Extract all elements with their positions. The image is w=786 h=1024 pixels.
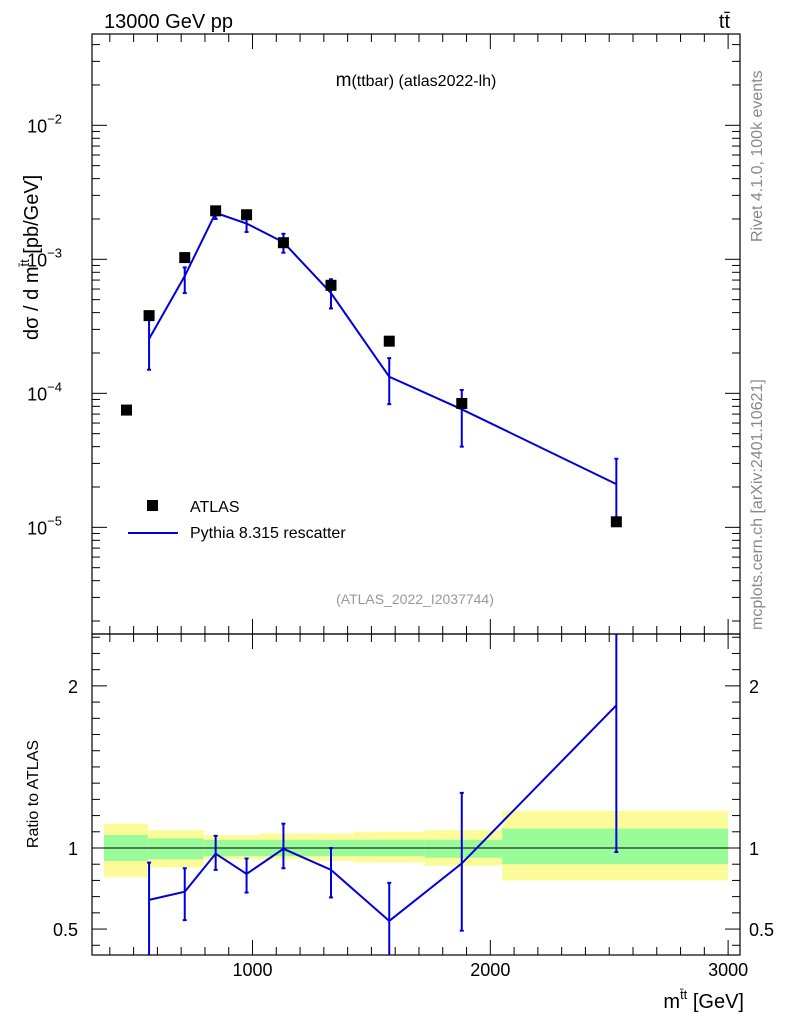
process-label-t: t [719,11,725,33]
main-data-layer [120,205,622,528]
atlas-data-point [277,237,289,249]
legend-atlas-marker [147,500,158,511]
main-y-tick-mantissa: 10 [27,518,47,538]
ratio-y-axis-label: Ratio to ATLAS [25,740,42,848]
main-y-tick-mantissa: 10 [27,116,47,136]
ratio-y-tick-label: 2 [68,677,78,697]
main-y-tick-label: 10−2 [27,111,62,136]
process-label: tt̄ [719,11,731,33]
analysis-watermark: (ATLAS_2022_I2037744) [336,591,494,607]
main-y-tick-exponent: −3 [47,245,62,260]
legend-atlas-label: ATLAS [190,499,240,516]
main-y-tick-label: 10−5 [27,513,62,538]
rivet-version-label: Rivet 4.1.0, 100k events [749,70,766,242]
main-y-tick-label: 10−3 [27,245,62,270]
x-axis-label-base: m [663,991,680,1013]
atlas-data-point [143,310,155,322]
mcplots-source-label: mcplots.cern.ch [arXiv:2401.10621] [749,379,766,630]
main-y-axis-label-unit: [pb/GeV] [21,175,43,260]
atlas-data-point [179,252,191,264]
ratio-plot-frame [91,633,741,956]
atlas-data-point [383,335,395,347]
x-tick-label: 2000 [470,960,510,980]
ratio-panel: 0.5 0.5 1 1 2 2 Ratio to ATLAS 1000 2000 3000 m… [25,34,774,1013]
main-y-axis-label-base: dσ / d m [21,267,43,340]
ratio-y-tick-label-right: 2 [749,677,759,697]
ratio-y-tick-label-right: 1 [749,839,759,859]
ratio-band-layer [103,810,729,881]
ratio-data-layer [147,634,619,955]
main-y-tick-mantissa: 10 [27,250,47,270]
main-y-ticks: 10−510−410−310−2 [27,44,740,622]
atlas-data-point [241,209,253,221]
plot-title-rest: (ttbar) (atlas2022-lh) [351,73,496,90]
process-label-tbar: t̄ [724,11,730,33]
x-axis-label-sup: t̄t [680,987,688,1002]
beam-energy-label: 13000 GeV pp [104,11,233,33]
main-y-tick-label: 10−4 [27,379,62,404]
ratio-y-ticks: 0.5 0.5 1 1 2 2 [53,636,774,946]
main-y-tick-exponent: −2 [47,111,62,126]
ratio-y-tick-label-right: 0.5 [749,920,774,940]
plot-title: m(ttbar) (atlas2022-lh) [336,70,497,91]
ratio-uncertainty-band-inner [147,838,204,860]
x-axis-label-unit: [GeV] [687,991,744,1013]
legend: ATLAS Pythia 8.315 rescatter [128,499,346,542]
main-y-axis-label: dσ / d mt̄t [pb/GeV] [17,175,43,340]
ratio-uncertainty-band-inner [424,839,503,858]
ratio-y-tick-label: 0.5 [53,920,78,940]
atlas-data-point [456,397,468,409]
main-y-tick-mantissa: 10 [27,384,47,404]
x-ticks: 1000 2000 3000 [109,34,748,980]
atlas-data-point [210,205,222,217]
atlas-data-point [120,404,132,416]
main-y-tick-exponent: −4 [47,379,62,394]
ratio-uncertainty-band-inner [502,828,729,865]
atlas-data-point [325,279,337,291]
atlas-data-point [610,516,622,528]
ratio-y-tick-label: 1 [68,839,78,859]
main-y-axis-label-sup: t̄t [17,259,32,267]
legend-pythia-label: Pythia 8.315 rescatter [190,525,346,542]
main-y-tick-exponent: −5 [47,513,62,528]
x-tick-label: 3000 [708,960,748,980]
x-tick-label: 1000 [232,960,272,980]
plot-title-m: m [336,70,352,91]
x-axis-label: mt̄t [GeV] [663,987,744,1013]
